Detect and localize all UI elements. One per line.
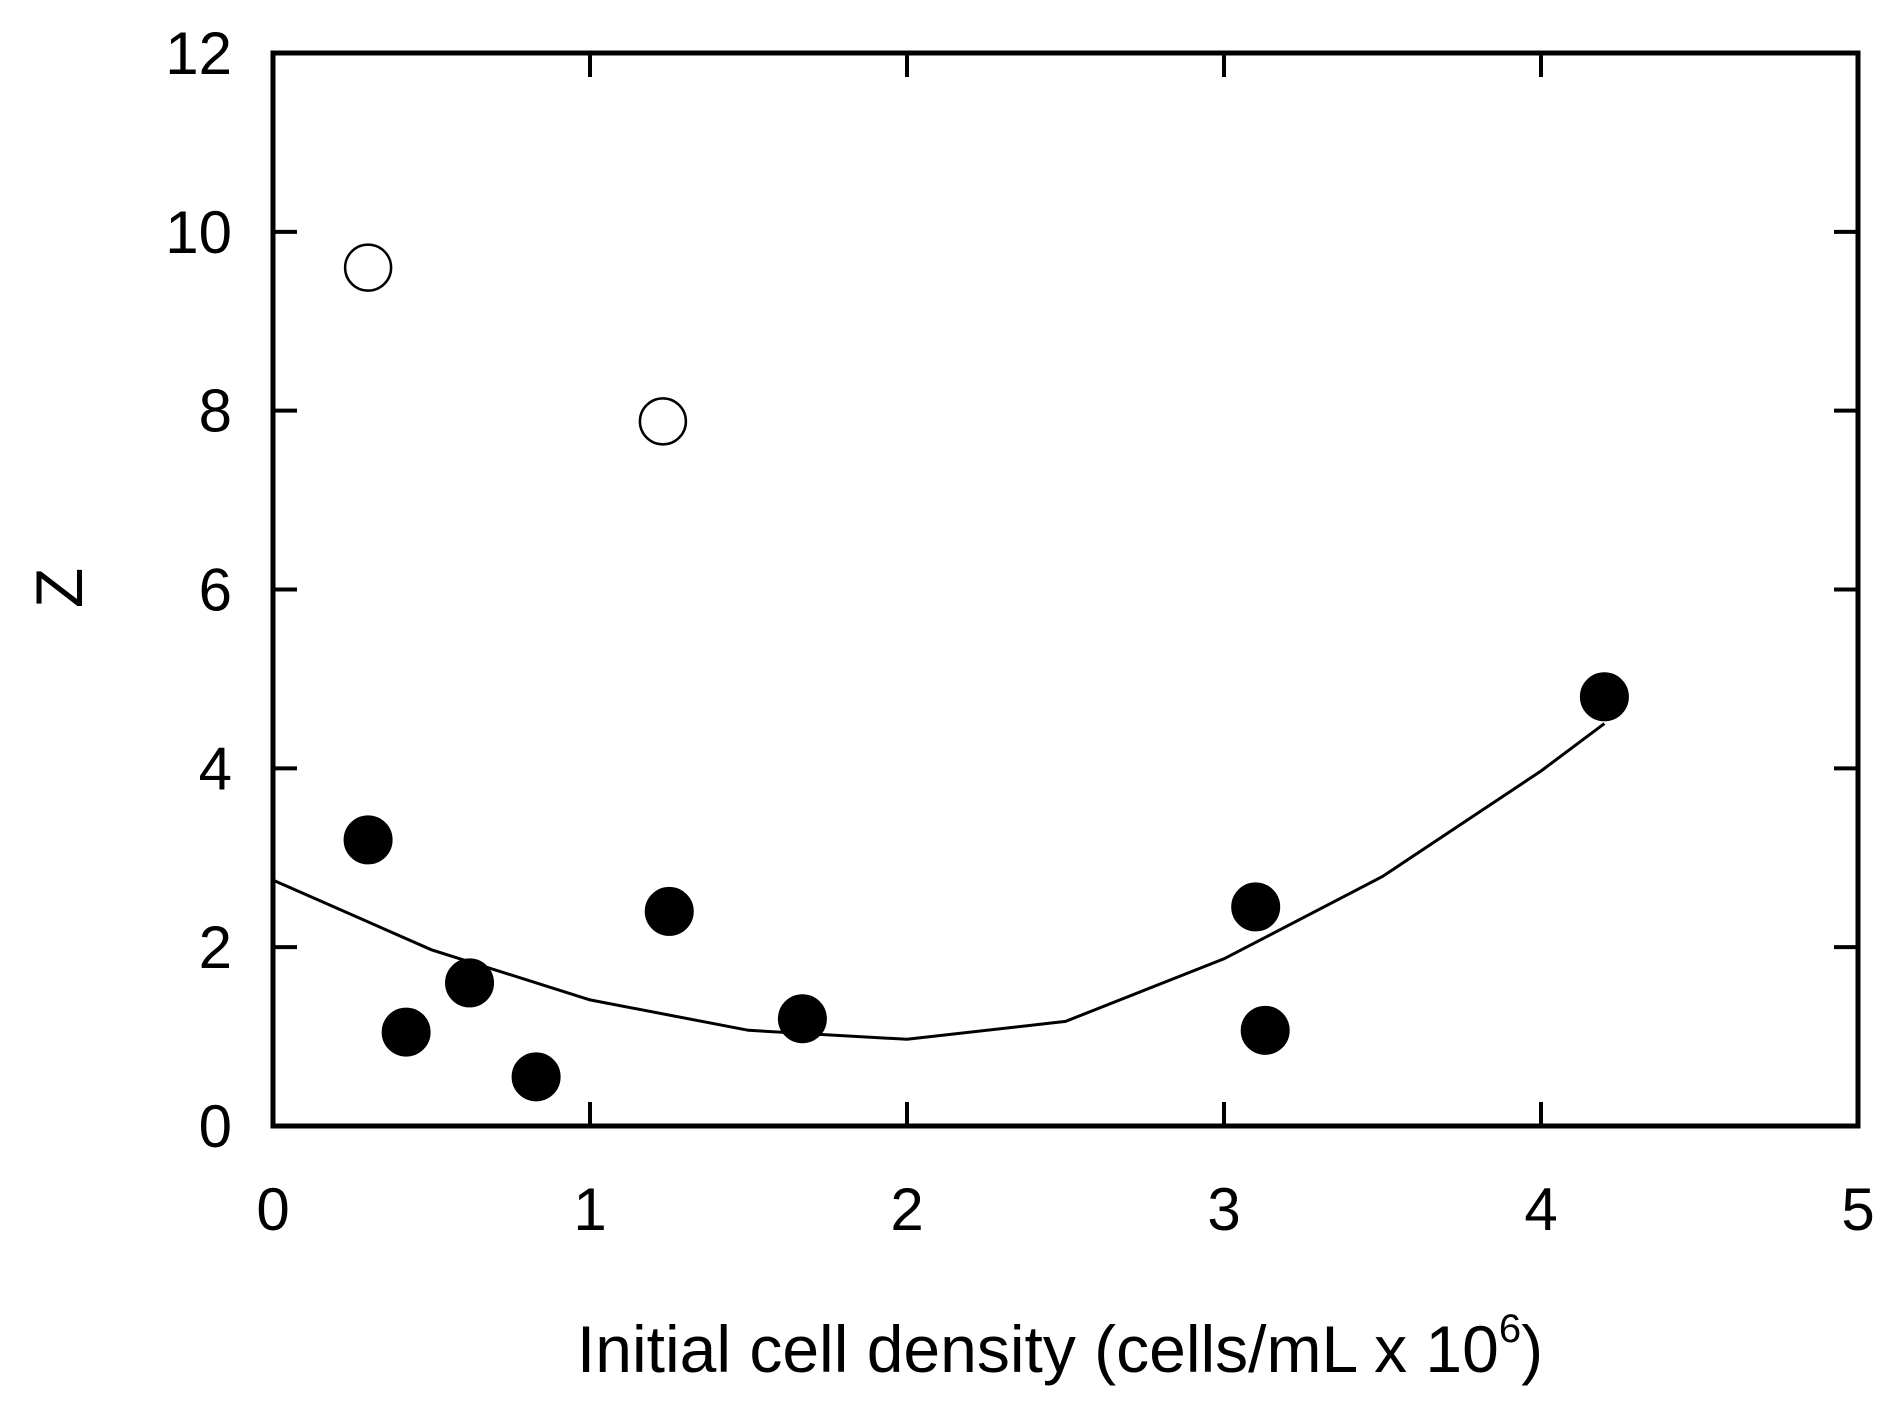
filled-data-point [381,1007,431,1057]
x-axis-tick-labels: 0 1 2 3 4 5 [256,1176,1874,1243]
open-data-point [638,397,688,446]
x-tick-label: 1 [573,1176,606,1243]
x-tick-label: 4 [1524,1176,1557,1243]
filled-data-point [511,1052,561,1102]
y-tick-label: 12 [165,20,232,87]
x-tick-label: 2 [890,1176,923,1243]
x-tick-label: 5 [1841,1176,1874,1243]
x-axis-title-superscript: 6 [1499,1307,1521,1351]
open-data-point [343,243,393,292]
filled-data-point [1579,672,1629,722]
filled-data-point [1231,882,1281,932]
filled-data-point [777,994,827,1044]
x-axis-ticks [271,53,1860,1126]
x-axis-title-suffix: ) [1521,1312,1543,1386]
plot-frame [270,50,1861,1129]
filled-data-point [445,958,495,1008]
fit-curve-line [272,722,1606,1041]
x-tick-label: 3 [1207,1176,1240,1243]
data-points [343,243,1629,1102]
y-axis-ticks [273,51,1858,1128]
y-tick-label: 6 [199,557,232,624]
filled-data-point [343,815,393,865]
filled-data-point [644,886,694,936]
y-tick-label: 4 [199,735,232,802]
y-tick-label: 10 [165,199,232,266]
y-axis-tick-labels: 0 2 4 6 8 10 12 [165,20,232,1160]
y-axis-title: Z [22,568,96,608]
y-tick-label: 2 [199,914,232,981]
filled-data-point [1240,1005,1290,1055]
x-tick-label: 0 [256,1176,289,1243]
x-axis-title: Initial cell density (cells/mL x 106) [577,1307,1543,1386]
y-tick-label: 8 [199,378,232,445]
y-tick-label: 0 [199,1093,232,1160]
x-axis-title-main: Initial cell density (cells/mL x 10 [577,1312,1499,1386]
